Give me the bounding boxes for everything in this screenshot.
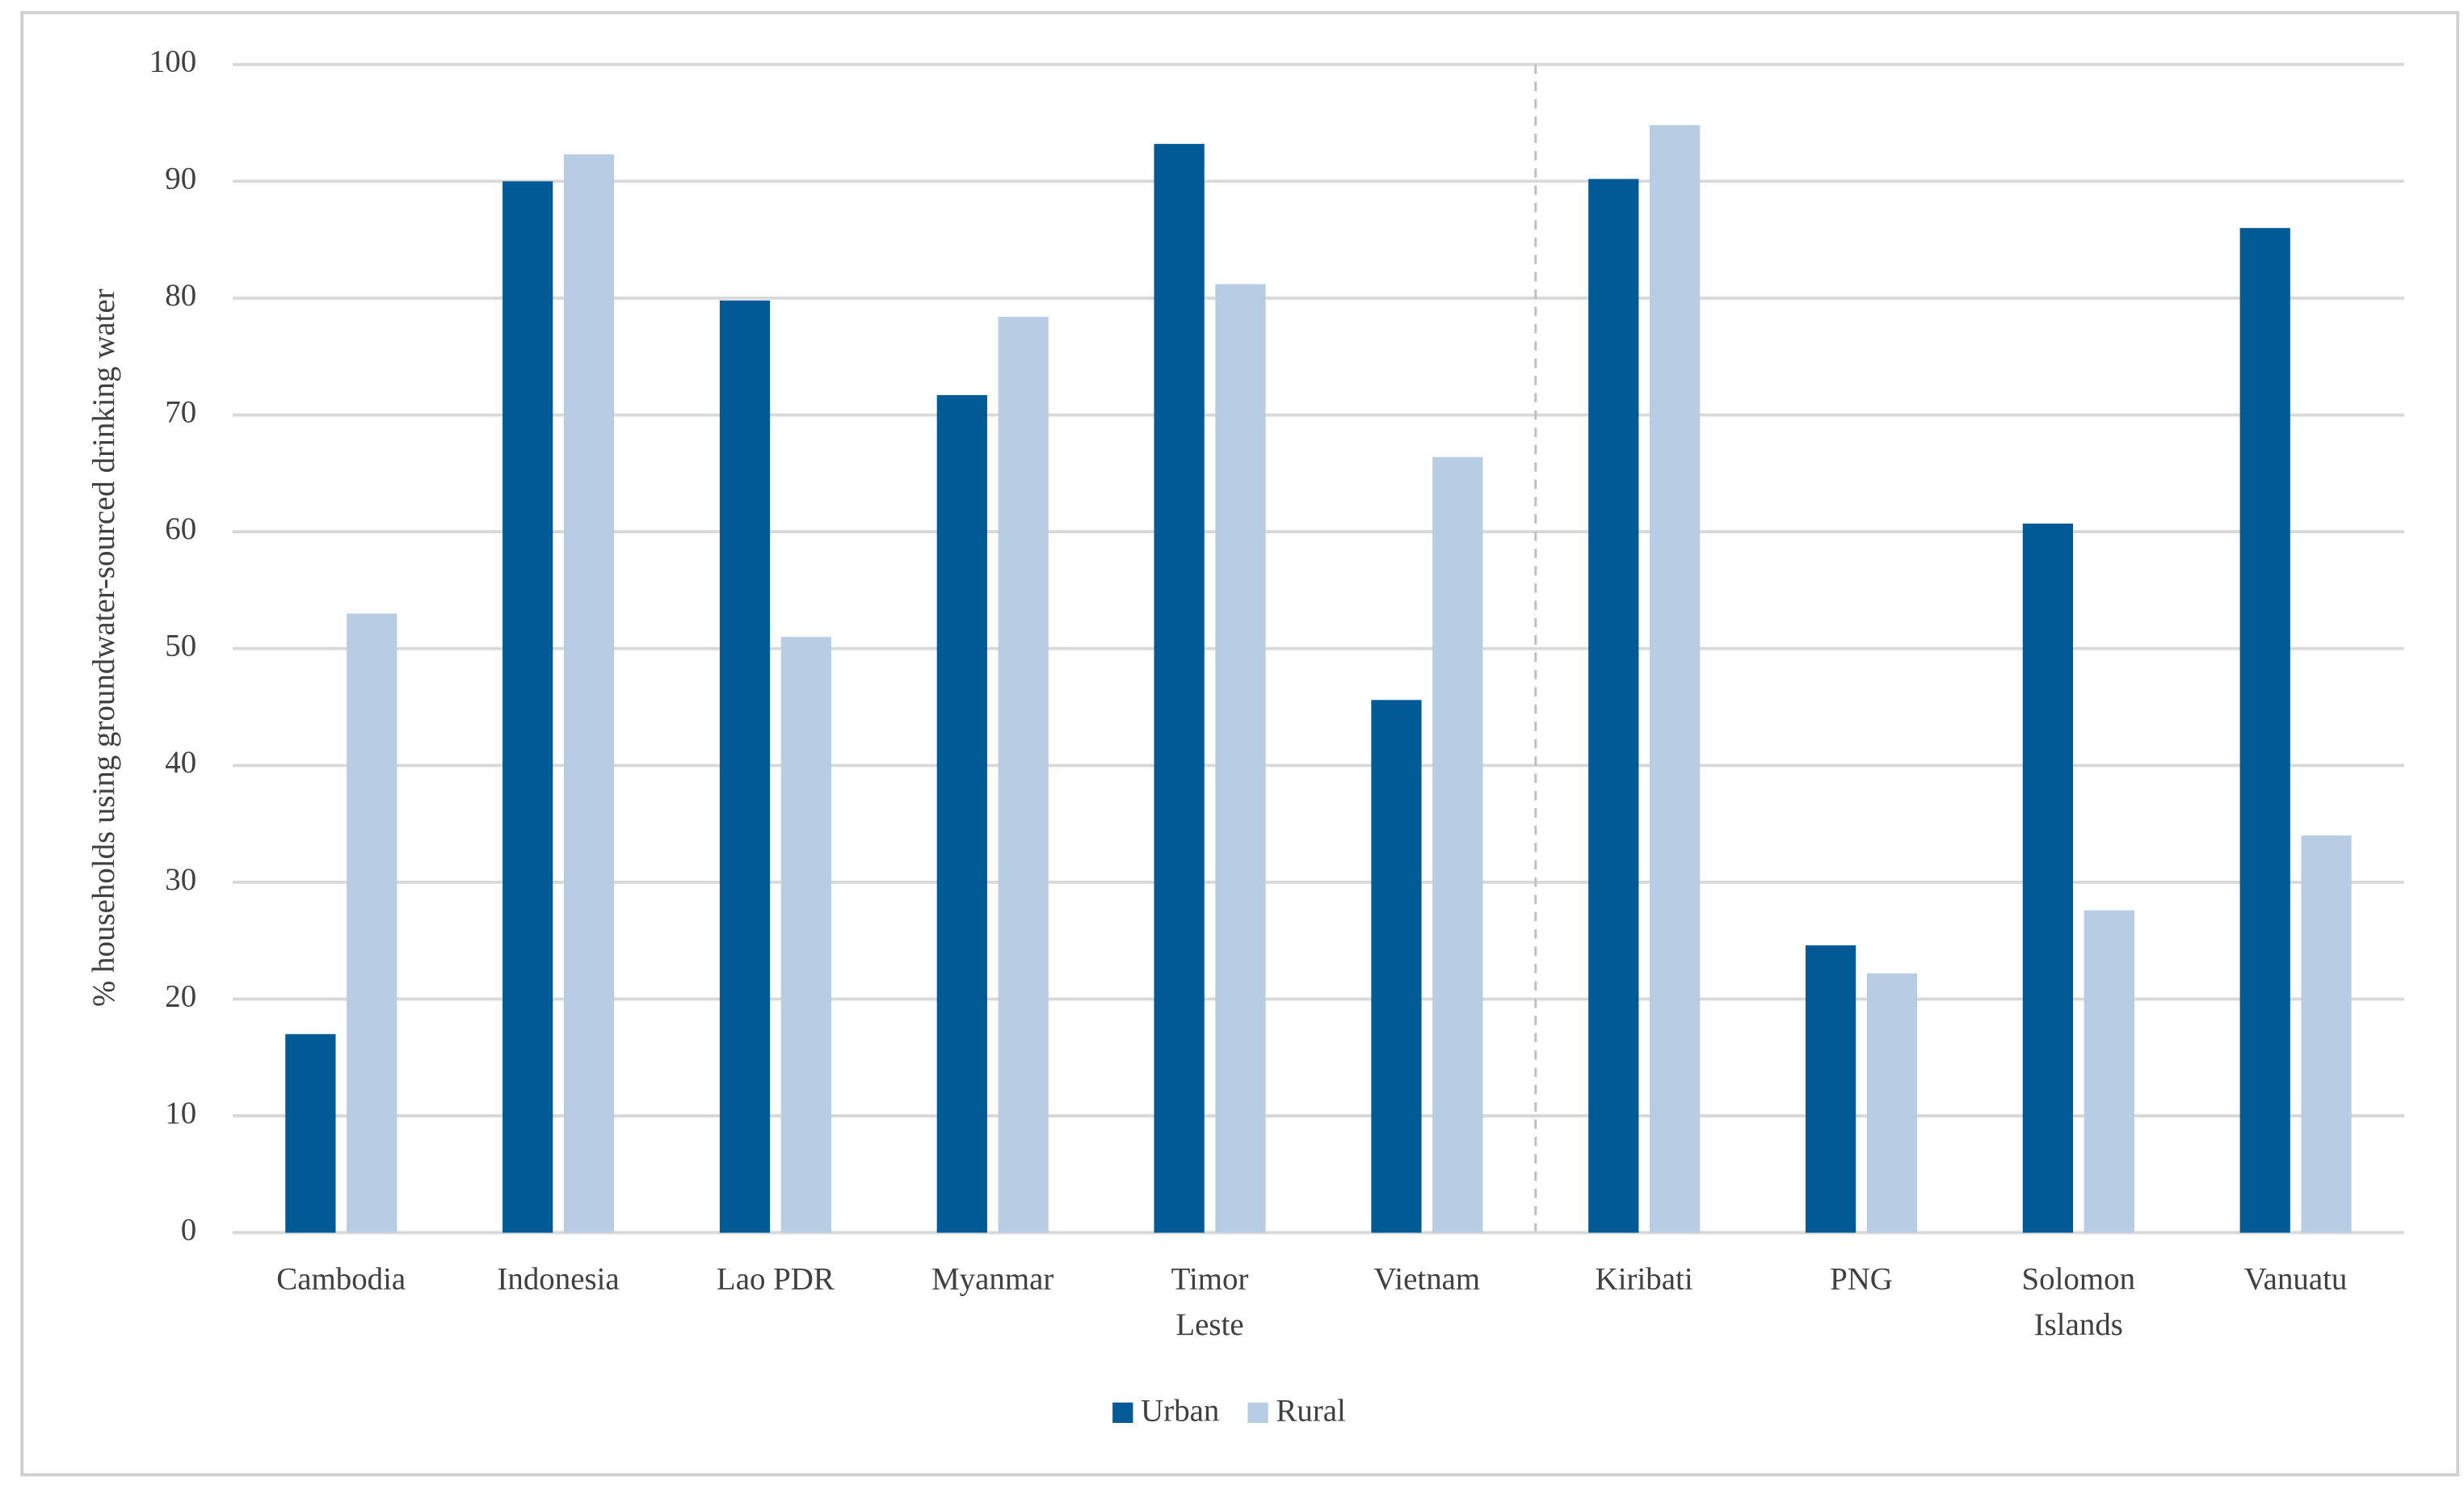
x-tick-label: Myanmar (931, 1262, 1054, 1298)
x-tick-label: Lao PDR (716, 1262, 835, 1298)
y-tick-label: 50 (165, 629, 196, 663)
x-tick-label: Kiribati (1595, 1262, 1693, 1298)
legend-swatch (1112, 1402, 1133, 1424)
y-tick-label: 40 (165, 745, 196, 780)
y-tick-label: 90 (165, 161, 196, 196)
x-tick-label-box: PNG (1830, 1262, 1893, 1298)
y-tick-label: 20 (165, 979, 196, 1013)
y-axis-label: % households using groundwater-sourced d… (86, 288, 121, 1007)
bar (1215, 284, 1266, 1233)
bar (1650, 124, 1701, 1233)
x-tick-label: Timor Leste (1171, 1262, 1249, 1343)
legend-label: Urban (1141, 1393, 1219, 1428)
x-tick-label-box: Indonesia (497, 1262, 620, 1298)
x-tick-label-box: Solomon Islands (2021, 1262, 2136, 1343)
legend-label: Rural (1276, 1393, 1346, 1428)
x-tick-label-box: Cambodia (276, 1262, 406, 1298)
bar (936, 394, 987, 1233)
bar (563, 154, 615, 1233)
bar (1371, 700, 1422, 1233)
bar (502, 181, 553, 1233)
x-tick-label: Vanuatu (2243, 1262, 2348, 1298)
y-tick-label: 60 (165, 511, 196, 546)
x-tick-label: Indonesia (497, 1262, 620, 1298)
x-tick-label: Vietnam (1373, 1262, 1481, 1298)
bar (1154, 144, 1205, 1233)
frame (20, 11, 2460, 1477)
bar (347, 613, 397, 1233)
y-tick-label: 80 (165, 278, 196, 313)
y-tick-label: 100 (149, 44, 196, 79)
x-tick-label-box: Vanuatu (2243, 1262, 2348, 1298)
bar (1432, 457, 1483, 1233)
x-tick-label-box: Myanmar (931, 1262, 1054, 1298)
bar (719, 300, 771, 1233)
bar (2083, 910, 2134, 1233)
bar (2239, 228, 2290, 1233)
bar (780, 637, 831, 1233)
bar (1588, 179, 1639, 1233)
bar (998, 317, 1049, 1233)
bar (1805, 945, 1856, 1233)
y-tick-label: 0 (181, 1212, 196, 1247)
bar (2301, 835, 2352, 1233)
x-tick-label: PNG (1830, 1262, 1893, 1298)
x-tick-label-box: Vietnam (1373, 1262, 1481, 1298)
bar (1866, 973, 1918, 1233)
x-tick-label: Solomon Islands (2021, 1262, 2136, 1343)
y-tick-label: 30 (165, 862, 196, 897)
legend-swatch (1247, 1402, 1268, 1424)
x-tick-label-box: Kiribati (1595, 1262, 1693, 1298)
y-tick-label: 10 (165, 1096, 196, 1130)
bar (2022, 523, 2074, 1233)
x-tick-label-box: Lao PDR (716, 1262, 835, 1298)
x-tick-label: Cambodia (276, 1262, 406, 1298)
y-tick-label: 70 (165, 394, 196, 429)
bar (285, 1033, 336, 1233)
x-tick-label-box: Timor Leste (1171, 1262, 1249, 1343)
